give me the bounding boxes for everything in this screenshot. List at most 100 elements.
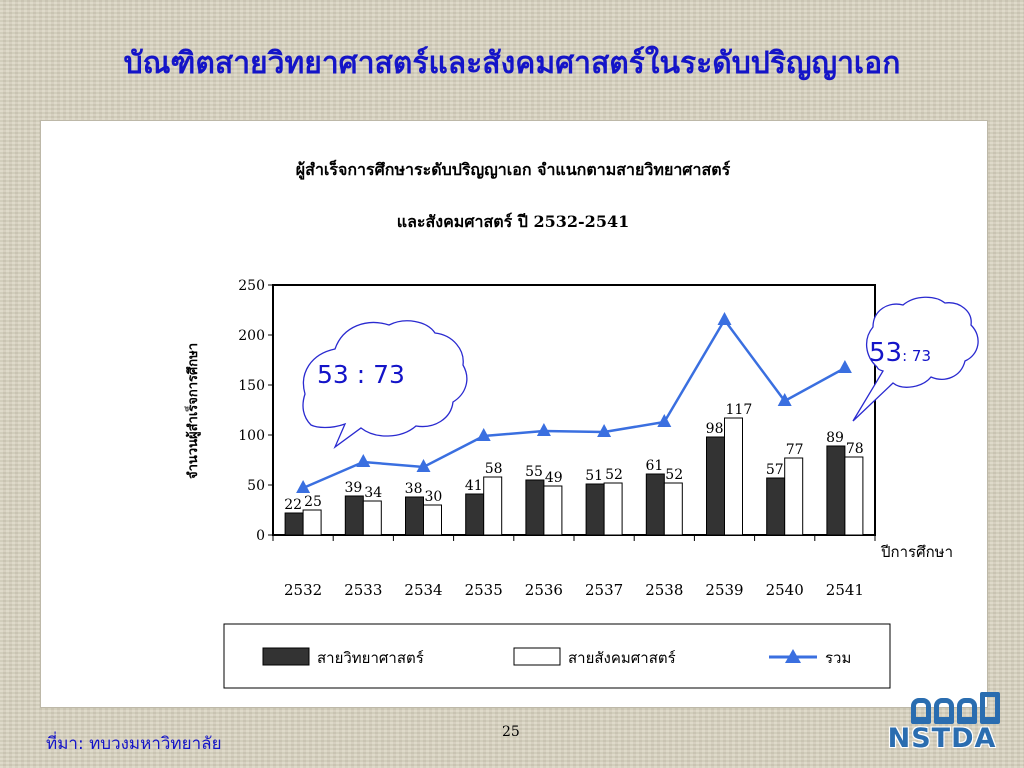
x-tick-label: 2539 (705, 581, 743, 599)
x-axis-label: ปีการศึกษา (880, 543, 953, 561)
page-number: 25 (502, 724, 520, 740)
y-tick-label: 150 (238, 378, 265, 394)
bar-science (706, 436, 725, 536)
bar-social (423, 504, 442, 536)
callout-right-text: 53: 73 (869, 338, 931, 368)
bar-label-social: 117 (726, 402, 753, 418)
bar-science (645, 473, 665, 536)
bar-social (362, 500, 382, 536)
total-point (837, 360, 852, 373)
chart-svg: ผู้สำเร็จการศึกษาระดับปริญญาเอก จำแนกตาม… (183, 158, 979, 689)
legend-label-total: รวม (825, 649, 851, 667)
bar-label-science: 57 (766, 462, 784, 478)
bar-label-social: 49 (545, 470, 563, 486)
line-series-group (296, 312, 852, 493)
logo-glyph-icon (957, 698, 977, 724)
callout-right-bubble (852, 296, 979, 422)
bar-science (766, 477, 786, 536)
y-tick-label: 50 (247, 478, 265, 494)
logo-glyph-icon (934, 698, 954, 724)
total-line (302, 317, 846, 490)
legend-swatch-science (262, 647, 310, 666)
callout-right-main: 53 (869, 338, 902, 368)
x-tick-label: 2536 (525, 581, 563, 599)
bar-label-social: 77 (786, 442, 804, 458)
callout-right: 53: 73 (852, 296, 979, 422)
y-axis-label: จำนวนผู้สำเร็จการศึกษา (183, 343, 201, 479)
x-tick-label: 2533 (344, 581, 382, 599)
logo-glyph-icon (980, 692, 1000, 724)
bar-label-social: 34 (364, 485, 382, 501)
x-tick-label: 2532 (284, 581, 322, 599)
bar-social (724, 417, 743, 536)
total-point (777, 393, 792, 406)
slide-title: บัณฑิตสายวิทยาศาสตร์และสังคมศาสตร์ในระดั… (123, 46, 901, 81)
total-point (416, 459, 431, 472)
bar-social (543, 485, 563, 536)
bar-label-science: 22 (284, 497, 302, 513)
chart-panel: ผู้สำเร็จการศึกษาระดับปริญญาเอก จำแนกตาม… (40, 120, 988, 708)
callout-left-text: 53 : 73 (317, 360, 405, 389)
y-tick-label: 200 (238, 328, 265, 344)
chart-title-line2: และสังคมศาสตร์ ปี 2532-2541 (397, 212, 629, 231)
y-tick-label: 0 (256, 528, 265, 544)
bar-label-social: 30 (425, 489, 443, 505)
y-tick-label: 250 (238, 278, 265, 294)
bar-label-science: 51 (585, 468, 603, 484)
callout-left: 53 : 73 (302, 320, 468, 449)
logo-glyph-icon (911, 698, 931, 724)
bar-social (603, 482, 623, 536)
bar-science (284, 512, 304, 536)
bar-science (525, 479, 545, 536)
bar-social (844, 456, 864, 536)
bar-social (784, 457, 804, 536)
legend-label-science: สายวิทยาศาสตร์ (317, 649, 424, 667)
bar-science (405, 496, 424, 536)
bar-label-science: 38 (405, 481, 423, 497)
bar-science (826, 445, 846, 536)
x-tick-group: 2532 2533 2534 2535 2536 2537 2538 2539 2540 2541 (272, 535, 876, 599)
bar-label-science: 39 (344, 480, 362, 496)
bar-science (585, 483, 605, 536)
logo-text: NSTDA (887, 723, 997, 754)
bar-label-social: 52 (605, 467, 623, 483)
logo-emblem (880, 690, 1004, 724)
legend-swatch-social (513, 647, 561, 666)
total-point (597, 424, 612, 437)
bar-social (663, 482, 683, 536)
callout-left-bubble (302, 320, 468, 449)
bar-label-science: 55 (525, 464, 543, 480)
callout-right-rest: : 73 (902, 347, 931, 365)
legend-label-social: สายสังคมศาสตร์ (568, 649, 676, 667)
nstda-logo: NSTDA (880, 690, 1004, 756)
x-tick-label: 2541 (826, 581, 864, 599)
bar-label-social: 78 (846, 441, 864, 457)
x-tick-label: 2540 (766, 581, 804, 599)
source-note: ที่มา: ทบวงมหาวิทยาลัย (46, 734, 222, 754)
bar-label-science: 41 (465, 478, 483, 494)
bar-label-social: 25 (304, 494, 322, 510)
bar-label-social: 52 (665, 467, 683, 483)
bar-label-science: 89 (826, 430, 844, 446)
bar-science (465, 493, 485, 536)
bar-label-science: 98 (706, 421, 724, 437)
x-tick-label: 2535 (465, 581, 503, 599)
total-point (536, 423, 551, 436)
total-point (476, 428, 491, 441)
bar-science (344, 495, 364, 536)
y-tick-group: 0 50 100 150 200 250 (238, 278, 273, 544)
bar-label-science: 61 (645, 458, 663, 474)
x-tick-label: 2537 (585, 581, 623, 599)
legend-marker-total (785, 649, 801, 663)
x-tick-label: 2538 (645, 581, 683, 599)
bar-social (483, 476, 503, 536)
total-point (296, 480, 311, 493)
total-point (657, 414, 672, 427)
total-point (356, 454, 371, 467)
chart-title-line1: ผู้สำเร็จการศึกษาระดับปริญญาเอก จำแนกตาม… (296, 158, 731, 181)
bar-social (302, 509, 322, 536)
bar-label-social: 58 (485, 461, 503, 477)
y-tick-label: 100 (238, 428, 265, 444)
x-tick-label: 2534 (404, 581, 442, 599)
